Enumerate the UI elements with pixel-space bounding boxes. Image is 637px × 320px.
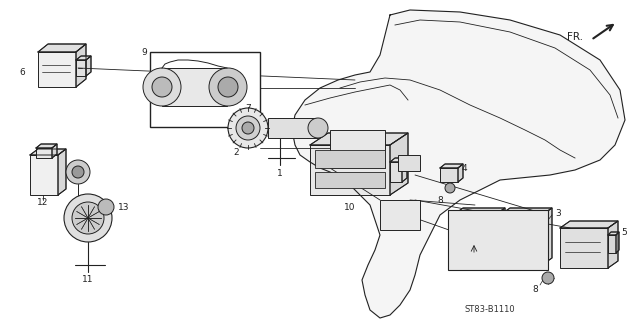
Polygon shape bbox=[86, 56, 91, 76]
Polygon shape bbox=[30, 149, 66, 155]
Bar bbox=[36, 148, 52, 158]
Circle shape bbox=[152, 77, 172, 97]
Circle shape bbox=[236, 116, 260, 140]
Text: 4: 4 bbox=[462, 164, 468, 172]
Polygon shape bbox=[58, 149, 66, 195]
Bar bbox=[398, 155, 420, 171]
Bar bbox=[608, 235, 616, 253]
Bar bbox=[310, 145, 390, 195]
Polygon shape bbox=[310, 133, 408, 145]
Polygon shape bbox=[608, 221, 618, 268]
Bar bbox=[225, 108, 239, 119]
Polygon shape bbox=[390, 158, 407, 162]
Circle shape bbox=[143, 68, 181, 106]
Text: 13: 13 bbox=[90, 201, 101, 210]
Text: 7: 7 bbox=[245, 111, 251, 121]
Bar bbox=[453, 215, 495, 265]
Text: 1: 1 bbox=[277, 169, 283, 178]
Bar bbox=[76, 60, 86, 76]
Circle shape bbox=[308, 118, 328, 138]
Circle shape bbox=[66, 160, 90, 184]
Text: 3: 3 bbox=[555, 209, 561, 218]
Polygon shape bbox=[225, 105, 243, 108]
Text: 7: 7 bbox=[245, 103, 251, 113]
Bar bbox=[330, 130, 385, 168]
Bar bbox=[380, 200, 420, 230]
Bar bbox=[315, 172, 385, 188]
Circle shape bbox=[209, 68, 247, 106]
Circle shape bbox=[72, 202, 104, 234]
Bar bbox=[268, 118, 318, 138]
Text: 2: 2 bbox=[233, 148, 239, 156]
Circle shape bbox=[242, 122, 254, 134]
Polygon shape bbox=[440, 164, 463, 168]
Text: 8: 8 bbox=[532, 285, 538, 294]
Text: 8: 8 bbox=[437, 196, 443, 204]
Polygon shape bbox=[38, 44, 86, 52]
Bar bbox=[440, 168, 458, 182]
Circle shape bbox=[64, 194, 112, 242]
Circle shape bbox=[542, 272, 554, 284]
Bar bbox=[390, 162, 402, 182]
Polygon shape bbox=[616, 232, 619, 253]
Polygon shape bbox=[292, 10, 625, 318]
Bar bbox=[560, 228, 608, 268]
Polygon shape bbox=[76, 56, 91, 60]
Text: 13: 13 bbox=[118, 203, 129, 212]
Polygon shape bbox=[560, 221, 618, 228]
Bar bbox=[500, 215, 542, 265]
Polygon shape bbox=[453, 208, 505, 215]
Bar bbox=[150, 52, 260, 127]
Text: FR.: FR. bbox=[567, 32, 583, 42]
Bar bbox=[30, 155, 58, 195]
Bar bbox=[162, 68, 227, 106]
Polygon shape bbox=[76, 44, 86, 87]
Text: 9: 9 bbox=[141, 47, 147, 57]
Bar bbox=[38, 52, 76, 87]
Text: 5: 5 bbox=[621, 228, 627, 236]
Polygon shape bbox=[52, 144, 57, 158]
Text: 11: 11 bbox=[82, 276, 94, 284]
Circle shape bbox=[228, 108, 268, 148]
Polygon shape bbox=[36, 144, 57, 148]
Polygon shape bbox=[402, 158, 407, 182]
Polygon shape bbox=[500, 208, 552, 215]
Polygon shape bbox=[608, 232, 619, 235]
Circle shape bbox=[218, 77, 238, 97]
Circle shape bbox=[72, 166, 84, 178]
Polygon shape bbox=[390, 133, 408, 195]
Polygon shape bbox=[458, 164, 463, 182]
Polygon shape bbox=[495, 208, 505, 265]
Bar bbox=[448, 210, 548, 270]
Circle shape bbox=[445, 183, 455, 193]
Text: 6: 6 bbox=[19, 68, 25, 76]
Bar bbox=[315, 150, 385, 168]
Text: 10: 10 bbox=[344, 203, 355, 212]
Text: 12: 12 bbox=[38, 197, 48, 206]
Polygon shape bbox=[542, 208, 552, 265]
Circle shape bbox=[98, 199, 114, 215]
Text: ST83-B1110: ST83-B1110 bbox=[464, 306, 515, 315]
Polygon shape bbox=[239, 105, 243, 119]
